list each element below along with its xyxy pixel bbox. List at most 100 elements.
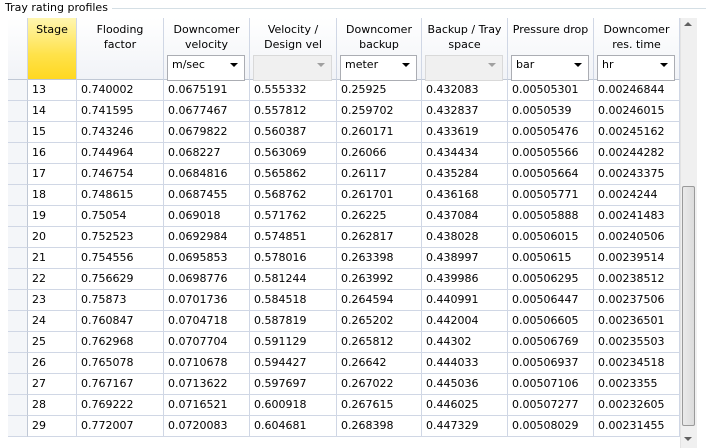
row-selector[interactable] [8, 206, 28, 227]
table-cell: 18 [28, 185, 77, 206]
scroll-up[interactable] [684, 22, 692, 26]
table-cell: 0.432083 [422, 80, 508, 101]
table-cell: 0.581244 [250, 269, 337, 290]
table-cell: 20 [28, 227, 77, 248]
column-header[interactable]: Stage [28, 18, 77, 80]
table-cell: 0.00243375 [594, 164, 680, 185]
unit-dropdown [253, 55, 332, 81]
table-cell: 0.438997 [422, 248, 508, 269]
table-cell: 0.00505301 [508, 80, 594, 101]
row-selector[interactable] [8, 185, 28, 206]
table-cell: 0.00505771 [508, 185, 594, 206]
table-cell: 0.597697 [250, 374, 337, 395]
row-selector[interactable] [8, 395, 28, 416]
group-frame [108, 8, 706, 9]
row-selector[interactable] [8, 164, 28, 185]
table-cell: 0.433619 [422, 122, 508, 143]
table-cell: 0.756629 [77, 269, 164, 290]
row-selector[interactable] [8, 416, 28, 437]
table-cell: 0.00245162 [594, 122, 680, 143]
row-selector[interactable] [8, 290, 28, 311]
table-cell: 0.444033 [422, 353, 508, 374]
table-cell: 0.762968 [77, 332, 164, 353]
column-header[interactable]: Flooding factor [77, 18, 164, 80]
table-cell: 0.00506937 [508, 353, 594, 374]
row-selector[interactable] [8, 101, 28, 122]
column-header[interactable]: Pressure drop bar [508, 18, 594, 81]
table-cell: 0.0720083 [164, 416, 250, 437]
table-cell: 0.00232605 [594, 395, 680, 416]
table-cell: 0.00507106 [508, 374, 594, 395]
scrollbar-thumb[interactable] [682, 186, 695, 426]
table-cell: 0.00506447 [508, 290, 594, 311]
column-header[interactable]: Backup / Tray space [422, 18, 508, 81]
table-cell: 0.0050539 [508, 101, 594, 122]
unit-dropdown[interactable]: bar [511, 55, 589, 81]
table-cell: 0.560387 [250, 122, 337, 143]
table-cell: 0.0024244 [594, 185, 680, 206]
table-cell: 0.748615 [77, 185, 164, 206]
column-header[interactable]: Downcomer velocity m/sec [164, 18, 250, 81]
row-selector[interactable] [8, 269, 28, 290]
row-selector[interactable] [8, 374, 28, 395]
row-selector[interactable] [8, 311, 28, 332]
row-selector[interactable] [8, 80, 28, 101]
table-cell: 0.00241483 [594, 206, 680, 227]
table-cell: 0.00246015 [594, 101, 680, 122]
table-cell: 0.263992 [337, 269, 422, 290]
table-cell: 0.0023355 [594, 374, 680, 395]
row-selector[interactable] [8, 122, 28, 143]
table-cell: 0.440991 [422, 290, 508, 311]
table-cell: 0.584518 [250, 290, 337, 311]
column-label: Downcomer velocity [173, 23, 240, 51]
column-header[interactable]: Velocity / Design vel [250, 18, 337, 81]
column-label: Stage [36, 23, 68, 36]
table-cell: 0.574851 [250, 227, 337, 248]
column-label: Flooding factor [96, 23, 144, 51]
table-cell: 0.00507277 [508, 395, 594, 416]
table-cell: 0.0716521 [164, 395, 250, 416]
table-cell: 0.00234518 [594, 353, 680, 374]
table-cell: 0.26117 [337, 164, 422, 185]
table-cell: 0.435284 [422, 164, 508, 185]
column-label: Velocity / Design vel [264, 23, 322, 51]
row-selector[interactable] [8, 248, 28, 269]
table-cell: 0.26642 [337, 353, 422, 374]
row-selector[interactable] [8, 332, 28, 353]
table-cell: 0.555332 [250, 80, 337, 101]
table-cell: 0.264594 [337, 290, 422, 311]
table-cell: 0.765078 [77, 353, 164, 374]
table-cell: 26 [28, 353, 77, 374]
row-selector[interactable] [8, 227, 28, 248]
unit-dropdown[interactable]: m/sec [167, 55, 245, 81]
table-cell: 0.00244282 [594, 143, 680, 164]
table-cell: 0.578016 [250, 248, 337, 269]
table-cell: 0.267022 [337, 374, 422, 395]
row-selector[interactable] [8, 353, 28, 374]
column-label: Downcomer backup [346, 23, 412, 51]
row-selector[interactable] [8, 143, 28, 164]
table-cell: 0.261701 [337, 185, 422, 206]
unit-dropdown[interactable]: hr [597, 55, 675, 81]
table-cell: 0.00238512 [594, 269, 680, 290]
column-header[interactable]: Downcomer backup meter [337, 18, 422, 81]
unit-dropdown[interactable]: meter [340, 55, 417, 81]
table-cell: 0.0687455 [164, 185, 250, 206]
table-cell: 0.604681 [250, 416, 337, 437]
scroll-down[interactable] [684, 437, 692, 441]
table-cell: 0.0692984 [164, 227, 250, 248]
table-cell: 0.436168 [422, 185, 508, 206]
table-cell: 0.44302 [422, 332, 508, 353]
column-header[interactable]: Downcomer res. time hr [594, 18, 680, 81]
table-cell: 0.0698776 [164, 269, 250, 290]
table-cell: 0.069018 [164, 206, 250, 227]
table-cell: 0.571762 [250, 206, 337, 227]
table-cell: 0.265812 [337, 332, 422, 353]
table-cell: 16 [28, 143, 77, 164]
table-cell: 25 [28, 332, 77, 353]
table-cell: 19 [28, 206, 77, 227]
table-cell: 0.600918 [250, 395, 337, 416]
column-label: Backup / Tray space [427, 23, 502, 51]
table-cell: 24 [28, 311, 77, 332]
